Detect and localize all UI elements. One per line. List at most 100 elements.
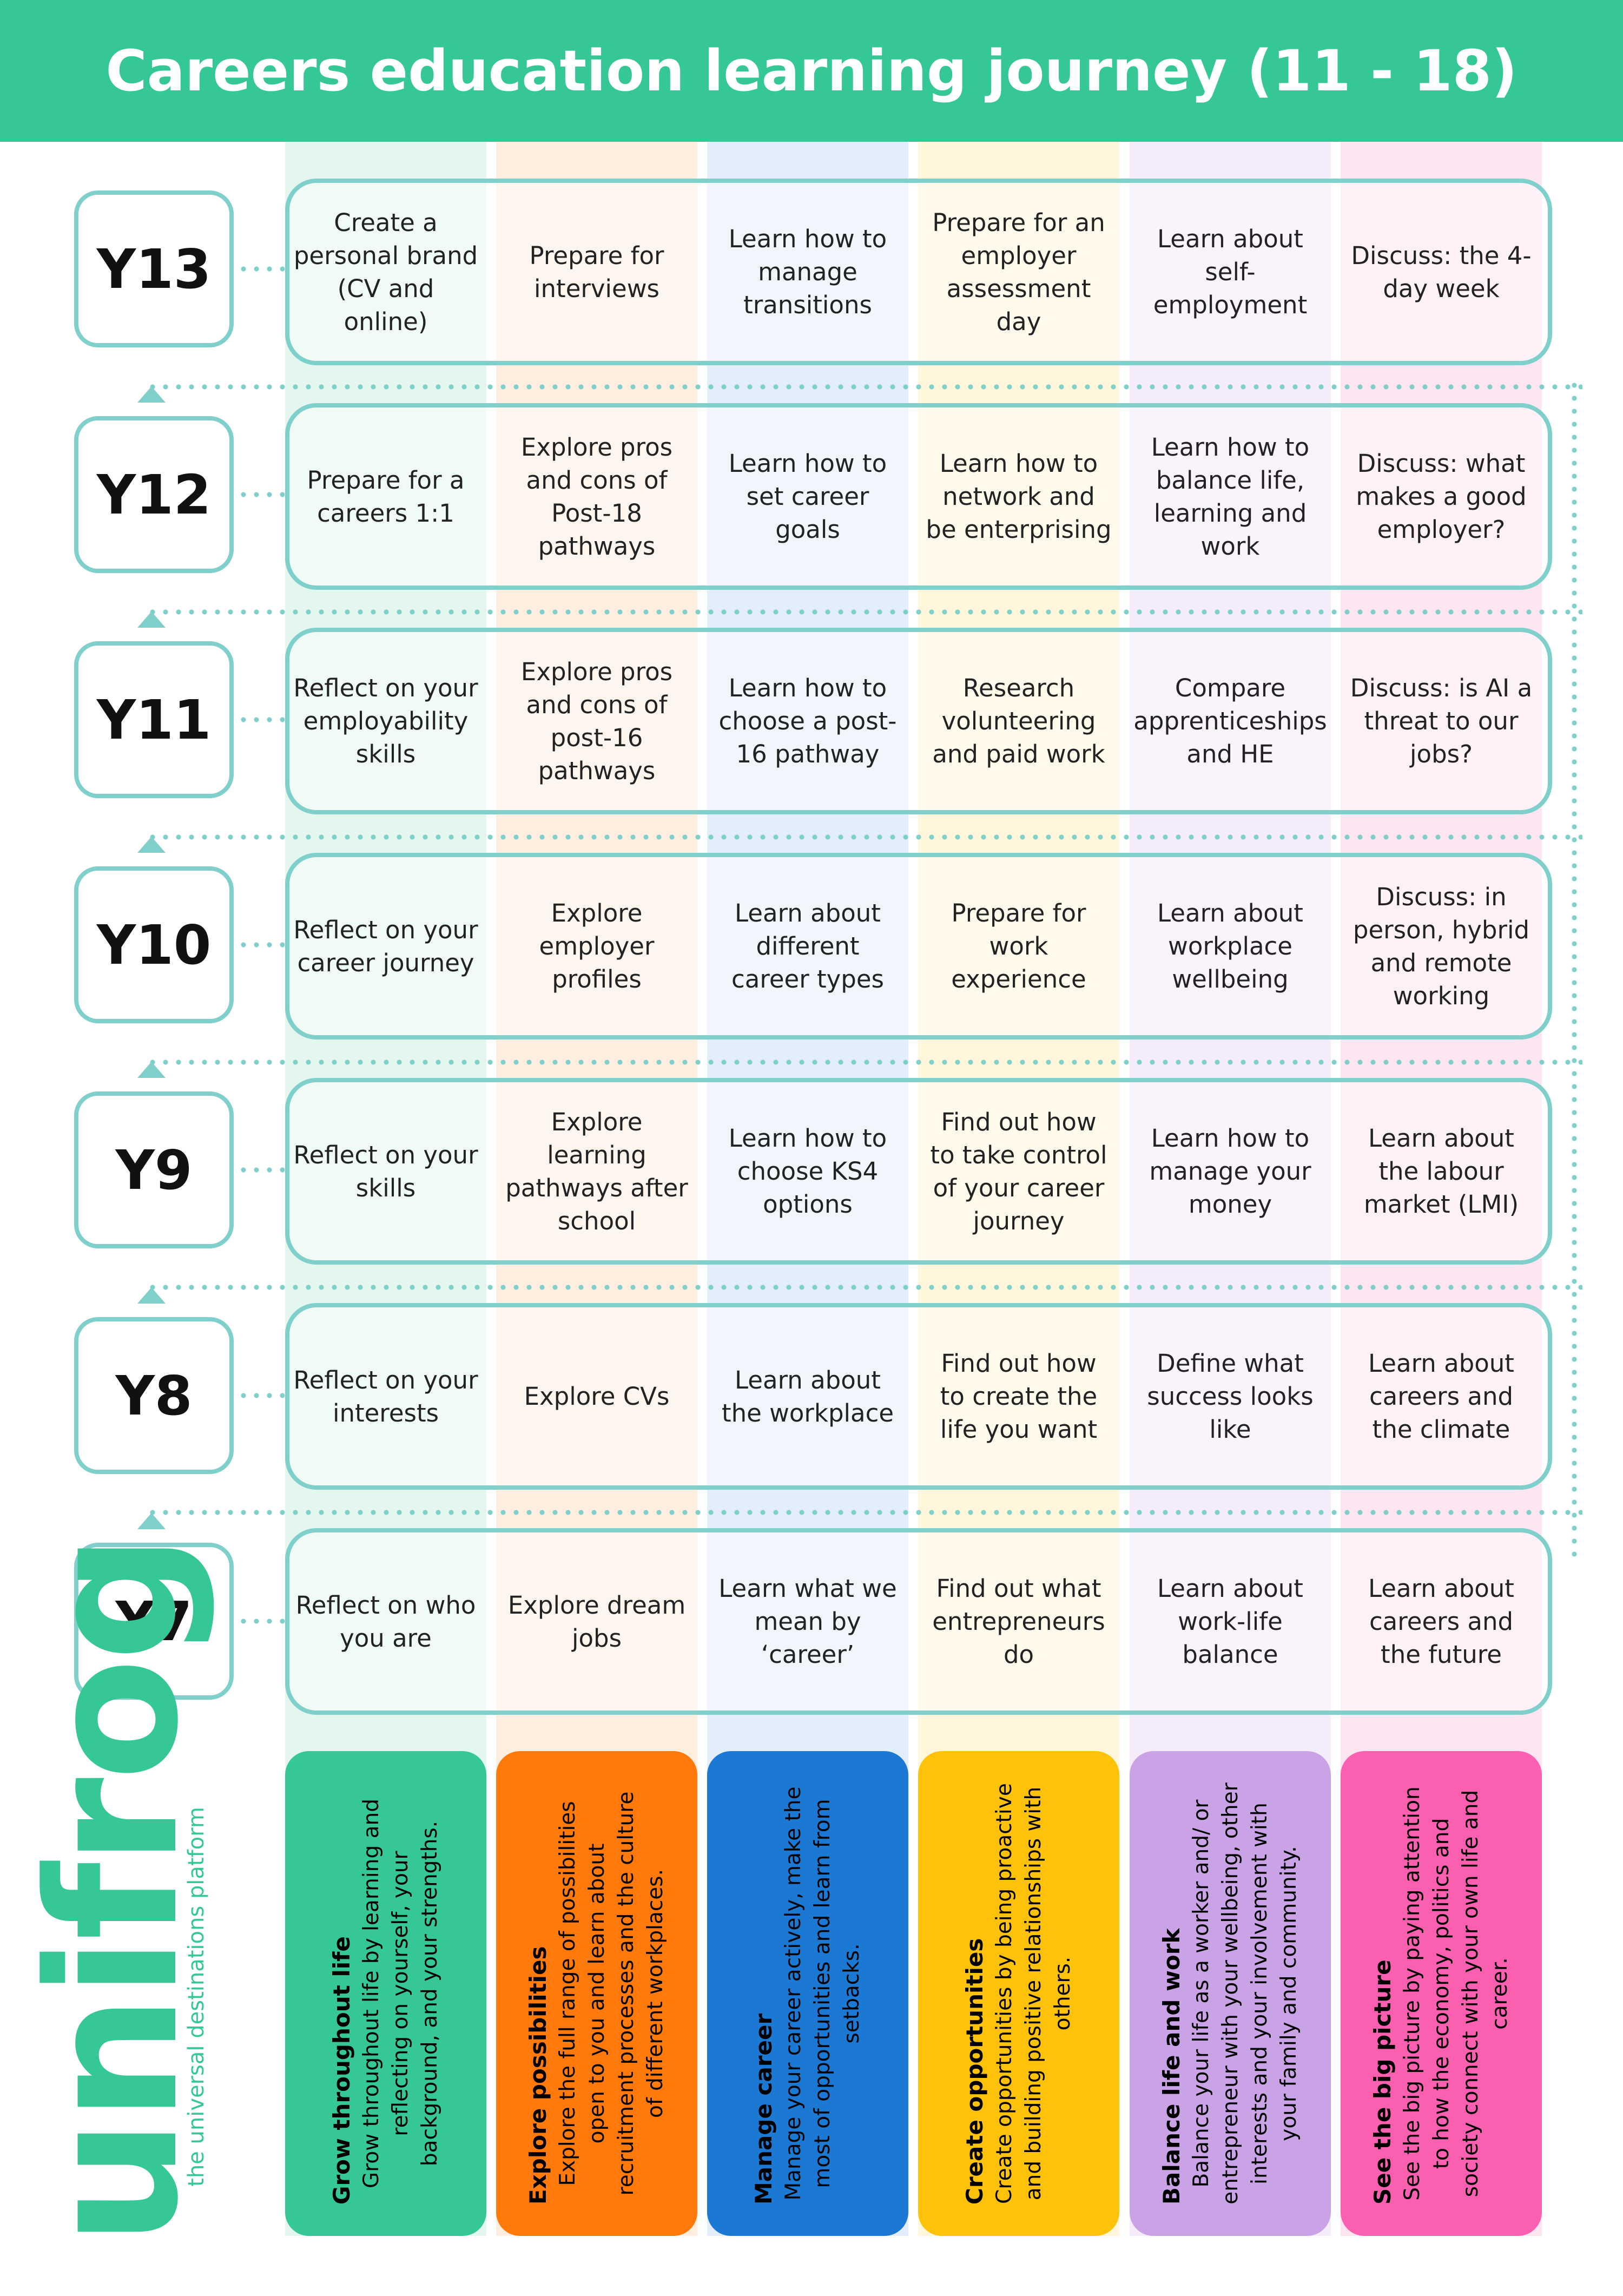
activity-cell: Learn how to network and be enterprising bbox=[926, 449, 1112, 544]
activity-cell: Explore employer profiles bbox=[539, 899, 655, 994]
theme-description: Create opportunities by being proactive … bbox=[992, 1783, 1075, 2204]
activity-cell: Learn how to choose a post-16 pathway bbox=[718, 674, 897, 768]
page-title: Careers education learning journey (11 -… bbox=[105, 38, 1518, 104]
activity-cell: Learn how to set career goals bbox=[728, 449, 887, 544]
year-badge: Y12 bbox=[74, 416, 234, 573]
theme-title: See the big picture bbox=[1369, 1959, 1396, 2205]
year-row bbox=[285, 179, 1552, 365]
header-banner: Careers education learning journey (11 -… bbox=[0, 0, 1623, 142]
theme-card: Create opportunities Create opportunities… bbox=[918, 1751, 1119, 2236]
activity-cell: Prepare for work experience bbox=[951, 899, 1086, 994]
dotted-connector bbox=[237, 492, 286, 497]
dotted-connector bbox=[146, 834, 1582, 840]
theme-text: See the big picture See the big picture b… bbox=[1341, 1766, 1542, 2221]
activity-cell: Find out what entrepreneurs do bbox=[932, 1574, 1105, 1669]
theme-text: Manage career Manage your career actively… bbox=[707, 1766, 908, 2221]
activity-cell: Learn about self-employment bbox=[1153, 225, 1308, 319]
activity-cell: Explore pros and cons of post-16 pathway… bbox=[520, 657, 673, 785]
activity-cell: Find out how to take control of your car… bbox=[930, 1107, 1107, 1235]
theme-card: Balance life and work Balance your life a… bbox=[1130, 1751, 1331, 2236]
theme-card: Explore possibilities Explore the full ra… bbox=[496, 1751, 697, 2236]
dotted-connector bbox=[237, 1167, 286, 1173]
activity-cell: Learn how to choose KS4 options bbox=[728, 1124, 887, 1219]
activity-cell: Discuss: is AI a threat to our jobs? bbox=[1350, 674, 1533, 768]
year-row bbox=[285, 403, 1552, 590]
theme-text: Explore possibilities Explore the full ra… bbox=[496, 1766, 697, 2221]
activity-cell: Explore pros and cons of Post-18 pathway… bbox=[520, 432, 673, 561]
up-arrow-icon bbox=[137, 1062, 166, 1078]
year-badge: Y9 bbox=[74, 1091, 234, 1248]
activity-cell: Explore learning pathways after school bbox=[505, 1107, 688, 1235]
up-arrow-icon bbox=[137, 386, 166, 403]
dotted-connector bbox=[146, 609, 1582, 615]
year-row bbox=[285, 1078, 1552, 1265]
theme-title: Explore possibilities bbox=[525, 1946, 551, 2205]
activity-cell: Learn about careers and the future bbox=[1368, 1574, 1514, 1669]
activity-cell: Reflect on your employability skills bbox=[293, 674, 478, 768]
theme-title: Manage career bbox=[750, 2013, 777, 2205]
year-badge: Y10 bbox=[74, 866, 234, 1023]
activity-cell: Define what success looks like bbox=[1147, 1349, 1314, 1444]
activity-cell: Prepare for interviews bbox=[529, 241, 664, 303]
theme-card: See the big picture See the big picture b… bbox=[1341, 1751, 1542, 2236]
activity-cell: Explore CVs bbox=[524, 1382, 670, 1411]
dotted-connector bbox=[146, 384, 1582, 390]
activity-cell: Compare apprenticeships and HE bbox=[1133, 674, 1327, 768]
activity-cell: Reflect on your career journey bbox=[293, 915, 478, 977]
theme-description: Balance your life as a worker and/ or en… bbox=[1189, 1782, 1301, 2205]
up-arrow-icon bbox=[137, 837, 166, 853]
unifrog-logo: unifrog the universal destinations platf… bbox=[0, 1536, 270, 2246]
activity-cell: Learn how to manage transitions bbox=[728, 225, 887, 319]
year-badge: Y11 bbox=[74, 641, 234, 798]
dotted-connector bbox=[146, 1060, 1582, 1065]
activity-cell: Reflect on your skills bbox=[293, 1140, 478, 1202]
dotted-connector bbox=[237, 266, 286, 272]
theme-title: Grow throughout life bbox=[328, 1936, 355, 2205]
theme-title: Balance life and work bbox=[1158, 1928, 1185, 2205]
up-arrow-icon bbox=[137, 611, 166, 628]
activity-cell: Discuss: what makes a good employer? bbox=[1356, 449, 1527, 544]
year-badge: Y8 bbox=[74, 1317, 234, 1474]
activity-cell: Discuss: the 4-day week bbox=[1351, 241, 1532, 303]
dotted-connector bbox=[237, 1619, 286, 1624]
activity-cell: Learn about careers and the climate bbox=[1368, 1349, 1514, 1444]
year-badge: Y13 bbox=[74, 190, 234, 347]
year-row bbox=[285, 628, 1552, 814]
theme-text: Balance life and work Balance your life a… bbox=[1130, 1766, 1331, 2221]
logo-tagline: the universal destinations platform bbox=[184, 1807, 209, 2187]
activity-cell: Learn about the labour market (LMI) bbox=[1363, 1124, 1519, 1219]
activity-cell: Learn how to balance life, learning and … bbox=[1151, 432, 1310, 561]
dotted-connector bbox=[237, 942, 286, 948]
activity-cell: Discuss: in person, hybrid and remote wo… bbox=[1352, 882, 1530, 1010]
activity-cell: Learn how to manage your money bbox=[1149, 1124, 1311, 1219]
activity-cell: Learn about work-life balance bbox=[1157, 1574, 1303, 1669]
up-arrow-icon bbox=[137, 1513, 166, 1529]
year-row bbox=[285, 853, 1552, 1040]
activity-cell: Prepare for an employer assessment day bbox=[932, 208, 1105, 336]
up-arrow-icon bbox=[137, 1287, 166, 1304]
activity-cell: Create a personal brand (CV and online) bbox=[293, 208, 478, 336]
activity-cell: Learn about different career types bbox=[731, 899, 884, 994]
year-row bbox=[285, 1303, 1552, 1490]
theme-description: Manage your career actively, make the mo… bbox=[781, 1786, 864, 2201]
theme-card: Grow throughout life Grow throughout life… bbox=[285, 1751, 486, 2236]
theme-description: Explore the full range of possibilities … bbox=[556, 1791, 668, 2196]
theme-description: See the big picture by paying attention … bbox=[1400, 1786, 1512, 2201]
activity-cell: Prepare for a careers 1:1 bbox=[307, 465, 465, 528]
activity-cell: Find out how to create the life you want bbox=[940, 1349, 1098, 1444]
theme-text: Grow throughout life Grow throughout life… bbox=[285, 1766, 486, 2221]
dotted-connector bbox=[146, 1510, 1582, 1515]
activity-cell: Research volunteering and paid work bbox=[932, 674, 1105, 768]
year-badge: Y7 bbox=[74, 1543, 234, 1700]
activity-cell: Learn what we mean by ‘career’ bbox=[718, 1574, 897, 1669]
dotted-connector bbox=[146, 1285, 1582, 1290]
logo-wordmark: unifrog bbox=[10, 1536, 217, 2246]
activity-cell: Learn about workplace wellbeing bbox=[1157, 899, 1303, 994]
activity-cell: Explore dream jobs bbox=[507, 1590, 686, 1653]
theme-card: Manage career Manage your career actively… bbox=[707, 1751, 908, 2236]
activity-cell: Reflect on your interests bbox=[293, 1365, 478, 1427]
dotted-connector bbox=[237, 717, 286, 722]
activity-cell: Reflect on who you are bbox=[295, 1590, 476, 1653]
theme-text: Create opportunities Create opportunities… bbox=[918, 1766, 1119, 2221]
dotted-connector bbox=[1572, 379, 1577, 1558]
